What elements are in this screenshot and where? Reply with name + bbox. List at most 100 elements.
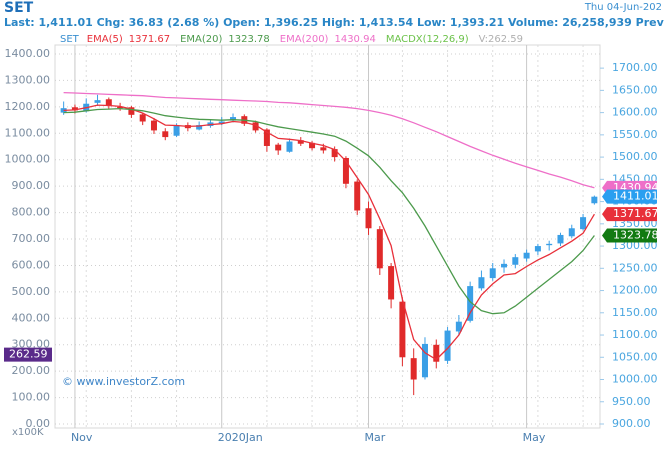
candle-body [512, 257, 519, 265]
y2-tick-label: 1000.00 [5, 153, 51, 166]
summary: Last: 1,411.01 Chg: 36.83 (2.68 %) Open:… [4, 16, 664, 29]
candle-body [128, 107, 135, 115]
candle-body [376, 229, 383, 269]
candle-body [263, 129, 270, 146]
x-tick-label: Mar [365, 431, 386, 444]
candle-body [444, 330, 451, 361]
legend-text: 1430.94 [334, 34, 375, 45]
y2-tick-label: 500.00 [12, 285, 51, 298]
candle-body [534, 246, 541, 252]
legend-text: EMA(5) [87, 34, 123, 45]
date: Thu 04-Jun-202 [584, 2, 662, 13]
candle-body [501, 263, 508, 268]
candle-body [309, 142, 316, 149]
candle-body [489, 268, 496, 279]
candle-body [568, 228, 575, 237]
candle-body [580, 217, 587, 230]
y-tick-label: 1050.00 [612, 350, 658, 363]
ema-line [63, 107, 595, 315]
candle-body [173, 125, 180, 136]
candle-body [71, 107, 78, 111]
candle-body [275, 144, 282, 151]
y2-tick-label: 1200.00 [5, 100, 51, 113]
y-tick-label: 1700.00 [612, 61, 658, 74]
last-value: 1411.01 [613, 190, 659, 203]
candle-body [455, 321, 462, 332]
y2-tick-label: 100.00 [12, 391, 51, 404]
candle-body [467, 286, 474, 321]
ema20-value: 1323.78 [613, 228, 659, 241]
legend-text: EMA(20) [180, 34, 222, 45]
ema-line [63, 91, 595, 189]
candle-body [523, 252, 530, 259]
legend-text: 1371.67 [129, 34, 170, 45]
y2-tick-label: 1300.00 [5, 73, 51, 86]
y2-tick-label: 1400.00 [5, 47, 51, 60]
y-tick-label: 1500.00 [612, 150, 658, 163]
y-tick-label: 1250.00 [612, 261, 658, 274]
candle-body [320, 147, 327, 151]
y2-tick-label: 1100.00 [5, 126, 51, 139]
candle-body [388, 266, 395, 300]
last-box [602, 189, 657, 204]
y2-tick-label: 700.00 [12, 232, 51, 245]
candle-body [139, 114, 146, 122]
candle-body [218, 121, 225, 124]
candle-body [117, 106, 124, 109]
x-tick-label: Nov [71, 431, 93, 444]
legend-text: 1323.78 [228, 34, 269, 45]
y2-tick-label: 400.00 [12, 311, 51, 324]
candle-body [478, 277, 485, 289]
candle-body [546, 243, 553, 246]
candle-body [196, 125, 203, 130]
candle-body [150, 120, 157, 131]
y2-tick-label: 800.00 [12, 206, 51, 219]
chart-title: SET [4, 0, 34, 16]
candle-body [433, 344, 440, 362]
y2-unit: x100K [12, 427, 44, 438]
y-tick-label: 900.00 [612, 417, 651, 430]
candle-body [297, 140, 304, 144]
legend-text: EMA(200) [280, 34, 329, 45]
x-tick-label: May [523, 431, 546, 444]
legend-text: MACDX(12,26,9) [386, 34, 469, 45]
candle-body [252, 122, 259, 131]
y-tick-label: 1650.00 [612, 83, 658, 96]
legend: SET EMA(5) 1371.67 EMA(20) 1323.78 EMA(200) 14… [60, 34, 523, 45]
candle-body [94, 100, 101, 103]
y-tick-label: 1600.00 [612, 106, 658, 119]
candle-body [230, 117, 237, 121]
legend-text: SET [60, 34, 80, 45]
candle-body [410, 358, 417, 380]
candle-body [342, 157, 349, 184]
y-tick-label: 950.00 [612, 395, 651, 408]
y-tick-label: 1550.00 [612, 128, 658, 141]
ema20-box [602, 228, 657, 243]
candle-body [591, 196, 598, 204]
volume-box [4, 347, 52, 362]
plot-frame [54, 44, 601, 429]
y2-tick-label: 200.00 [12, 364, 51, 377]
y2-tick-label: 300.00 [12, 338, 51, 351]
candle-body [365, 208, 372, 229]
candle-body [331, 149, 338, 158]
watermark: © www.investorZ.com [62, 375, 185, 388]
candle-body [399, 301, 406, 358]
candle-body [162, 131, 169, 138]
x-tick-label: 2020Jan [218, 431, 263, 444]
y2-tick-label: 0.00 [26, 417, 51, 430]
candle-body [557, 234, 564, 244]
candle-body [286, 141, 293, 152]
y2-tick-label: 600.00 [12, 258, 51, 271]
y2-tick-label: 900.00 [12, 179, 51, 192]
y-tick-label: 1150.00 [612, 306, 658, 319]
y-tick-label: 1200.00 [612, 284, 658, 297]
candle-body [105, 99, 112, 106]
candle-body [421, 343, 428, 378]
y-tick-label: 1100.00 [612, 328, 658, 341]
ema5-value: 1371.67 [613, 207, 659, 220]
y-tick-label: 1000.00 [612, 373, 658, 386]
legend-text: V:262.59 [479, 34, 523, 45]
